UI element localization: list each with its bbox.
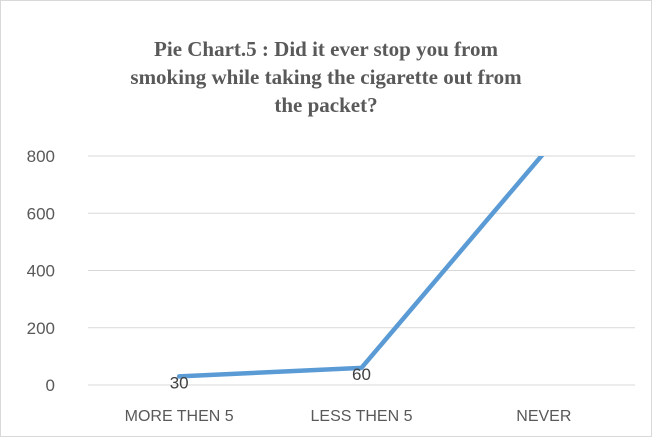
chart-title: Pie Chart.5 : Did it ever stop you from … bbox=[1, 35, 651, 119]
chart-title-line-1: Pie Chart.5 : Did it ever stop you from bbox=[154, 37, 498, 61]
x-category-label: LESS THEN 5 bbox=[311, 408, 413, 425]
data-label: 30 bbox=[170, 373, 189, 392]
y-tick-label: 400 bbox=[27, 262, 55, 281]
chart-title-line-2: smoking while taking the cigarette out f… bbox=[130, 65, 522, 89]
data-label: 60 bbox=[352, 365, 371, 384]
series-line bbox=[176, 156, 545, 379]
y-tick-label: 800 bbox=[27, 147, 55, 166]
y-tick-label: 200 bbox=[27, 319, 55, 338]
data-labels: 30 60 bbox=[170, 365, 371, 393]
x-category-label: MORE THEN 5 bbox=[125, 408, 234, 425]
y-tick-label: 600 bbox=[27, 204, 55, 223]
gridlines bbox=[88, 155, 635, 386]
x-axis-categories: MORE THEN 5 LESS THEN 5 NEVER bbox=[125, 408, 572, 425]
y-tick-label: 0 bbox=[46, 376, 55, 395]
chart-title-line-3: the packet? bbox=[274, 93, 378, 117]
x-category-label: NEVER bbox=[516, 408, 571, 425]
y-axis-ticks: 0 200 400 600 800 bbox=[27, 147, 55, 395]
